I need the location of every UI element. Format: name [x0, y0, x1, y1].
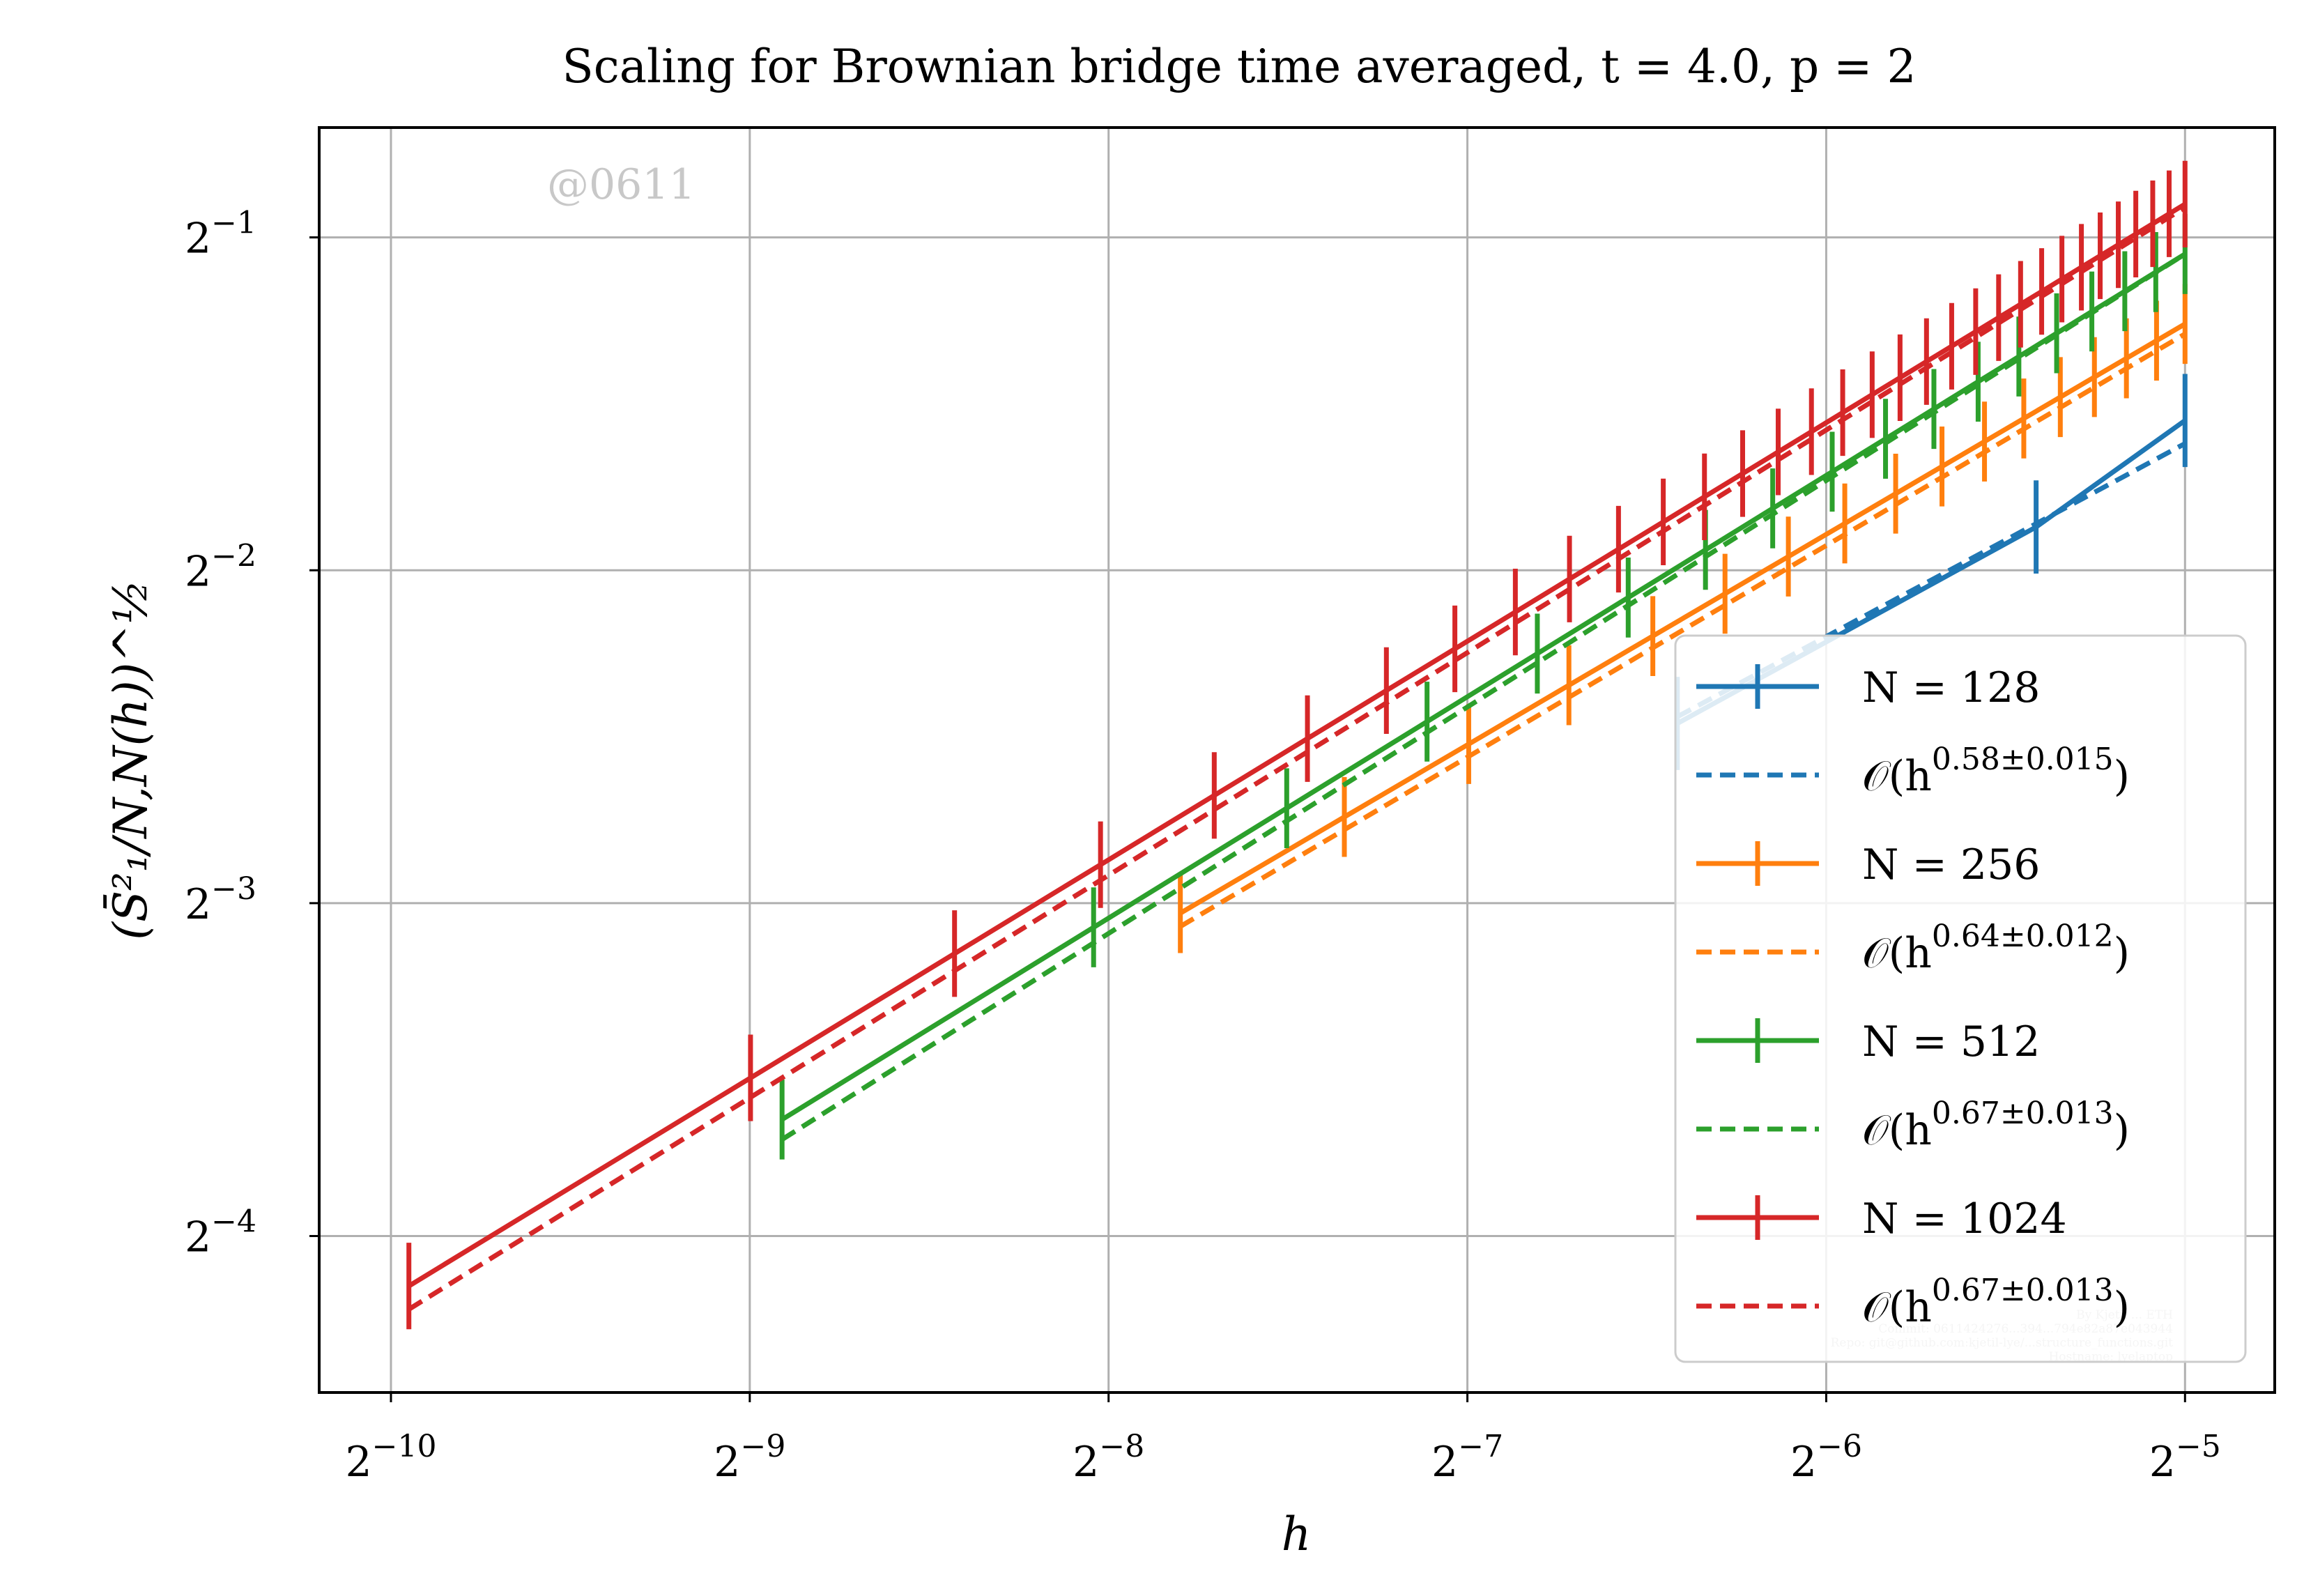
y-tick-label: 2−1 [185, 206, 256, 263]
legend-fit-label-128: 𝒪(h0.58±0.015) [1862, 742, 2130, 801]
y-axis-label: (S̄²₁/N,N(h))^½ [104, 579, 158, 939]
fit-line-1024 [407, 205, 2187, 1312]
y-tick-label: 2−3 [185, 871, 256, 929]
legend-label-256: N = 256 [1862, 841, 2040, 889]
chart-title: Scaling for Brownian bridge time average… [562, 40, 1917, 93]
axes-frame [318, 126, 2276, 1394]
y-tick-label: 2−4 [185, 1204, 256, 1262]
legend-fit-label-256: 𝒪(h0.64±0.012) [1862, 919, 2130, 978]
legend: N = 128 𝒪(h0.58±0.015) N = 256 𝒪(h0.64±0.01… [1674, 634, 2247, 1363]
fit-line-256 [1178, 332, 2187, 929]
y-axis-ticks: 2−1 2−2 2−3 2−4 [185, 206, 319, 1262]
legend-label-1024: N = 1024 [1862, 1195, 2067, 1243]
data-line-512 [781, 252, 2187, 1122]
watermark: @0611 [547, 160, 696, 209]
legend-box [1674, 634, 2247, 1363]
series-256 [1178, 284, 2188, 953]
y-tick-label: 2−2 [185, 538, 256, 596]
plot-area: @0611 By Kjetil ... ETHCommit: 061142427… [318, 126, 2276, 1394]
legend-fit-label-1024: 𝒪(h0.67±0.013) [1862, 1273, 2130, 1332]
x-tick-label: 2−10 [345, 1429, 436, 1487]
legend-label-512: N = 512 [1862, 1018, 2040, 1066]
x-axis-label: h [1282, 1507, 1312, 1561]
x-tick-label: 2−8 [1073, 1429, 1144, 1487]
x-tick-label: 2−7 [1431, 1429, 1503, 1487]
x-tick-label: 2−6 [1790, 1429, 1862, 1487]
legend-fit-label-512: 𝒪(h0.67±0.013) [1862, 1096, 2130, 1155]
x-axis-ticks: 2−10 2−9 2−8 2−7 2−6 2−5 [345, 1392, 2221, 1487]
fit-line-512 [781, 252, 2187, 1142]
x-tick-label: 2−5 [2149, 1429, 2221, 1487]
x-tick-label: 2−9 [714, 1429, 785, 1487]
series-1024 [406, 160, 2188, 1330]
legend-label-128: N = 128 [1862, 663, 2040, 712]
series-layer [406, 160, 2188, 1330]
